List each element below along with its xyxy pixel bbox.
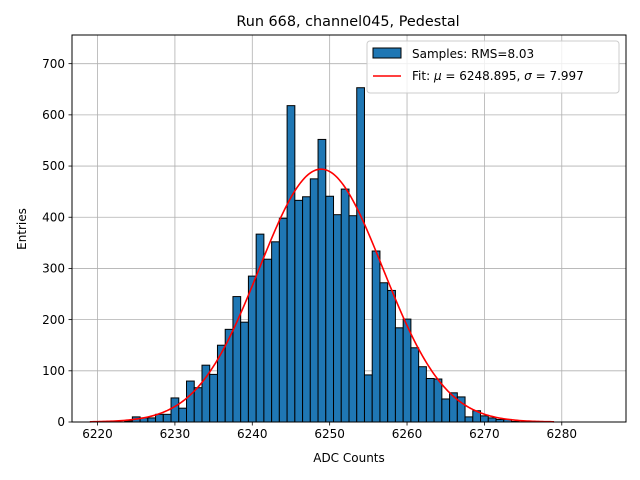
legend-fit-mu-value: = 6248.895, (442, 69, 525, 83)
histogram-bar (433, 378, 443, 423)
y-tick-label: 200 (42, 313, 65, 327)
chart-title: Run 668, channel045, Pedestal (236, 14, 459, 30)
x-tick-label: 6230 (160, 427, 191, 441)
y-tick-label: 700 (42, 57, 65, 71)
histogram-bar (348, 215, 358, 423)
fit-curve-group (89, 168, 555, 423)
x-tick-label: 6280 (547, 427, 578, 441)
histogram-bar (363, 374, 373, 423)
legend-fit-sigma-symbol: σ (524, 69, 532, 83)
histogram-bar (487, 417, 497, 423)
histogram-bar (402, 318, 412, 423)
histogram-bar (371, 250, 381, 423)
histogram-bar (247, 275, 257, 423)
legend-fit-prefix: Fit: (412, 69, 434, 83)
y-axis-ticks: 0 100 200 300 400 500 600 700 (42, 57, 72, 429)
y-tick-label: 400 (42, 210, 65, 224)
x-tick-label: 6270 (469, 427, 500, 441)
histogram-bar (317, 138, 327, 423)
histogram-bar (387, 289, 396, 423)
histogram-bar (356, 87, 365, 423)
histogram-bar (278, 217, 288, 423)
x-tick-label: 6220 (82, 427, 113, 441)
x-axis-label: ADC Counts (313, 451, 385, 465)
histogram-bar (155, 413, 164, 423)
histogram-bar (325, 195, 335, 423)
legend-histogram-label: Samples: RMS=8.03 (412, 47, 534, 61)
histogram-bar (480, 415, 489, 423)
legend-box (366, 40, 620, 94)
y-tick-label: 600 (42, 108, 65, 122)
histogram-bar (309, 178, 319, 423)
histogram-bar (441, 398, 451, 423)
histogram-bar (418, 366, 427, 423)
histogram-bar (162, 413, 172, 423)
histogram-bar (193, 387, 203, 423)
y-tick-label: 300 (42, 262, 65, 276)
histogram-bar (178, 407, 188, 423)
legend-fit-mu-symbol: μ (433, 69, 442, 83)
legend-fit-label: Fit: μ = 6248.895, σ = 7.997 (412, 69, 584, 83)
histogram-bar (170, 397, 180, 423)
x-tick-label: 6240 (237, 427, 268, 441)
fit-curve (89, 168, 555, 423)
histogram-bar (340, 188, 350, 423)
x-tick-label: 6260 (392, 427, 423, 441)
histogram-bar (410, 347, 420, 423)
histogram-bar (271, 241, 280, 423)
x-axis-ticks: 6220 6230 6240 6250 6260 6270 6280 (82, 422, 577, 441)
histogram-bar (209, 373, 218, 423)
histogram-bar (255, 233, 265, 423)
histogram-bar (286, 105, 296, 423)
axes-frame (71, 34, 627, 423)
y-axis-label: Entries (15, 208, 29, 250)
histogram-bar (425, 377, 435, 423)
histogram-bar (147, 417, 157, 423)
histogram-bar (302, 196, 311, 423)
histogram-bar (379, 282, 389, 423)
legend-histogram-swatch (372, 47, 402, 59)
y-tick-label: 500 (42, 159, 65, 173)
x-tick-label: 6250 (314, 427, 345, 441)
histogram-bar (186, 380, 195, 423)
histogram-bar (294, 199, 304, 423)
histogram-bar (464, 416, 474, 423)
legend: Samples: RMS=8.03 Fit: μ = 6248.895, σ =… (366, 40, 620, 94)
y-tick-label: 100 (42, 364, 65, 378)
legend-fit-sigma-value: = 7.997 (532, 69, 584, 83)
histogram-bar (333, 214, 342, 423)
histogram-bar (263, 258, 273, 423)
histogram-bar (240, 321, 249, 423)
y-tick-label: 0 (57, 415, 65, 429)
histogram-bar (394, 327, 404, 423)
